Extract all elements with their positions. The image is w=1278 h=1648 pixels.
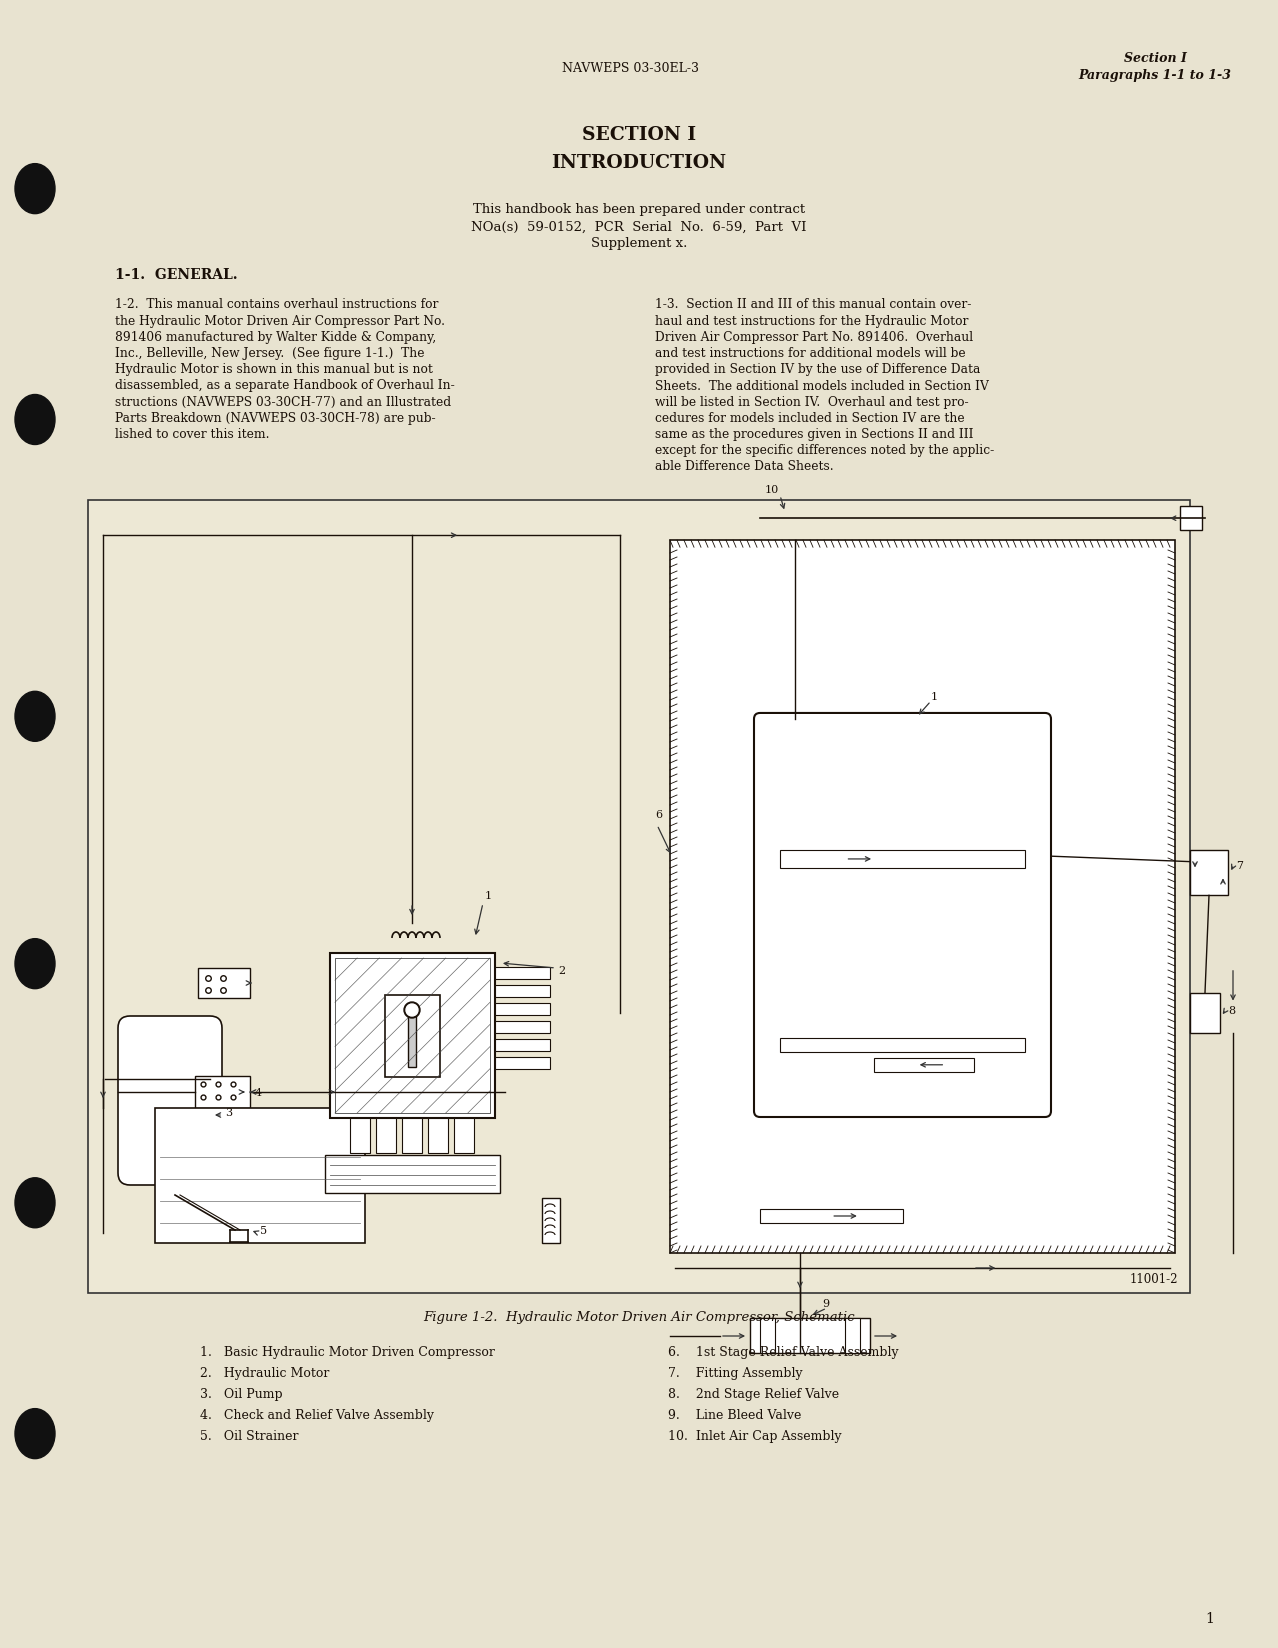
Bar	[495, 967, 550, 979]
Text: same as the procedures given in Sections II and III: same as the procedures given in Sections…	[656, 428, 974, 440]
Text: 3.   Oil Pump: 3. Oil Pump	[199, 1388, 282, 1401]
Text: INTRODUCTION: INTRODUCTION	[551, 153, 727, 171]
Bar	[780, 1038, 1025, 1053]
FancyBboxPatch shape	[118, 1017, 222, 1185]
Text: 2.   Hydraulic Motor: 2. Hydraulic Motor	[199, 1366, 330, 1379]
Bar	[1190, 850, 1228, 897]
Text: Hydraulic Motor is shown in this manual but is not: Hydraulic Motor is shown in this manual …	[115, 363, 433, 376]
Text: SECTION I: SECTION I	[581, 125, 697, 143]
Text: 5.   Oil Strainer: 5. Oil Strainer	[199, 1429, 299, 1442]
Bar	[760, 1210, 902, 1223]
Bar	[495, 1058, 550, 1070]
Text: Section I: Section I	[1123, 53, 1186, 66]
Bar	[542, 1198, 560, 1243]
Bar	[196, 1076, 250, 1109]
Bar	[385, 995, 440, 1078]
Text: 11001-2: 11001-2	[1130, 1272, 1178, 1285]
Ellipse shape	[15, 939, 55, 989]
Ellipse shape	[15, 396, 55, 445]
Text: 2: 2	[558, 966, 565, 976]
Bar	[330, 954, 495, 1119]
Bar	[780, 850, 1025, 868]
Text: haul and test instructions for the Hydraulic Motor: haul and test instructions for the Hydra…	[656, 315, 969, 328]
Text: Driven Air Compressor Part No. 891406.  Overhaul: Driven Air Compressor Part No. 891406. O…	[656, 331, 973, 344]
Text: Inc., Belleville, New Jersey.  (See figure 1-1.)  The: Inc., Belleville, New Jersey. (See figur…	[115, 346, 424, 359]
Text: 6: 6	[656, 809, 662, 819]
Text: provided in Section IV by the use of Difference Data: provided in Section IV by the use of Dif…	[656, 363, 980, 376]
Bar	[495, 986, 550, 997]
Bar	[495, 1040, 550, 1051]
Circle shape	[406, 1004, 418, 1017]
Text: 1: 1	[484, 890, 492, 900]
Text: 10: 10	[766, 485, 780, 494]
Bar	[495, 1004, 550, 1015]
Text: 10.  Inlet Air Cap Assembly: 10. Inlet Air Cap Assembly	[668, 1429, 842, 1442]
Bar	[495, 1022, 550, 1033]
Text: Parts Breakdown (NAVWEPS 03-30CH-78) are pub-: Parts Breakdown (NAVWEPS 03-30CH-78) are…	[115, 412, 436, 425]
Text: 9: 9	[822, 1299, 829, 1309]
Bar	[403, 1119, 422, 1154]
Text: NAVWEPS 03-30EL-3: NAVWEPS 03-30EL-3	[561, 61, 699, 74]
Text: 9.    Line Bleed Valve: 9. Line Bleed Valve	[668, 1409, 801, 1422]
Text: the Hydraulic Motor Driven Air Compressor Part No.: the Hydraulic Motor Driven Air Compresso…	[115, 315, 445, 328]
Bar	[760, 1318, 774, 1353]
Text: structions (NAVWEPS 03-30CH-77) and an Illustrated: structions (NAVWEPS 03-30CH-77) and an I…	[115, 396, 451, 409]
Text: NOa(s)  59-0152,  PCR  Serial  No.  6-59,  Part  VI: NOa(s) 59-0152, PCR Serial No. 6-59, Par…	[472, 221, 806, 234]
Ellipse shape	[15, 1409, 55, 1458]
Text: 1: 1	[1205, 1612, 1214, 1625]
Bar	[335, 959, 489, 1114]
Bar	[198, 969, 250, 999]
Bar	[428, 1119, 449, 1154]
Bar	[845, 1318, 860, 1353]
Text: 8: 8	[1228, 1005, 1235, 1015]
Bar	[325, 1155, 500, 1193]
Text: 5: 5	[259, 1224, 267, 1236]
Text: 6.    1st Stage Relief Valve Assembly: 6. 1st Stage Relief Valve Assembly	[668, 1346, 898, 1358]
Text: 891406 manufactured by Walter Kidde & Company,: 891406 manufactured by Walter Kidde & Co…	[115, 331, 436, 344]
FancyBboxPatch shape	[754, 714, 1051, 1117]
Text: 7: 7	[1236, 860, 1243, 870]
Text: Supplement x.: Supplement x.	[590, 237, 688, 250]
Text: This handbook has been prepared under contract: This handbook has been prepared under co…	[473, 203, 805, 216]
Text: 7.    Fitting Assembly: 7. Fitting Assembly	[668, 1366, 803, 1379]
Bar	[350, 1119, 371, 1154]
Ellipse shape	[15, 1178, 55, 1228]
Bar	[155, 1109, 366, 1243]
Bar	[1190, 994, 1220, 1033]
Text: disassembled, as a separate Handbook of Overhaul In-: disassembled, as a separate Handbook of …	[115, 379, 455, 392]
Text: 1.   Basic Hydraulic Motor Driven Compressor: 1. Basic Hydraulic Motor Driven Compress…	[199, 1346, 495, 1358]
Text: 1: 1	[930, 692, 938, 702]
Circle shape	[404, 1002, 420, 1018]
Bar	[874, 1058, 974, 1073]
Bar	[670, 541, 1174, 1252]
Ellipse shape	[15, 165, 55, 214]
Bar	[1180, 508, 1203, 531]
Text: lished to cover this item.: lished to cover this item.	[115, 428, 270, 440]
Ellipse shape	[15, 692, 55, 742]
Text: 4: 4	[256, 1088, 262, 1098]
Text: 1-2.  This manual contains overhaul instructions for: 1-2. This manual contains overhaul instr…	[115, 298, 438, 311]
Text: Paragraphs 1-1 to 1-3: Paragraphs 1-1 to 1-3	[1079, 69, 1232, 82]
Bar	[454, 1119, 474, 1154]
Text: cedures for models included in Section IV are the: cedures for models included in Section I…	[656, 412, 965, 425]
Bar	[750, 1318, 870, 1353]
Text: and test instructions for additional models will be: and test instructions for additional mod…	[656, 346, 966, 359]
Text: 1-3.  Section II and III of this manual contain over-: 1-3. Section II and III of this manual c…	[656, 298, 971, 311]
Text: will be listed in Section IV.  Overhaul and test pro-: will be listed in Section IV. Overhaul a…	[656, 396, 969, 409]
Bar	[88, 501, 1190, 1294]
Text: 4.   Check and Relief Valve Assembly: 4. Check and Relief Valve Assembly	[199, 1409, 435, 1422]
Text: 8.    2nd Stage Relief Valve: 8. 2nd Stage Relief Valve	[668, 1388, 840, 1401]
Text: Sheets.  The additional models included in Section IV: Sheets. The additional models included i…	[656, 379, 989, 392]
Bar	[376, 1119, 396, 1154]
Text: 1-1.  GENERAL.: 1-1. GENERAL.	[115, 269, 238, 282]
Text: 3: 3	[225, 1107, 233, 1117]
Text: able Difference Data Sheets.: able Difference Data Sheets.	[656, 460, 833, 473]
Text: Figure 1-2.  Hydraulic Motor Driven Air Compressor, Schematic: Figure 1-2. Hydraulic Motor Driven Air C…	[423, 1310, 855, 1323]
Text: except for the specific differences noted by the applic-: except for the specific differences note…	[656, 443, 994, 456]
Bar	[408, 1005, 417, 1068]
